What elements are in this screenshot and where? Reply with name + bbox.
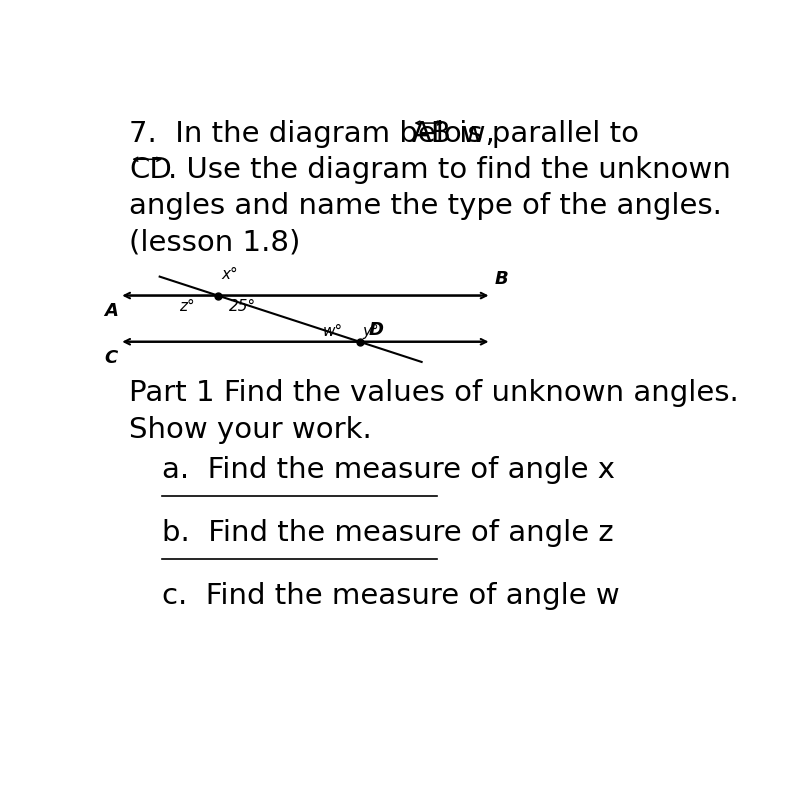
Text: 25°: 25°: [229, 299, 256, 314]
Text: a.  Find the measure of angle x: a. Find the measure of angle x: [162, 456, 615, 484]
Text: angles and name the type of the angles.: angles and name the type of the angles.: [130, 192, 722, 220]
Text: b.  Find the measure of angle z: b. Find the measure of angle z: [162, 519, 614, 547]
Text: y°: y°: [362, 324, 379, 339]
Text: CD: CD: [130, 156, 172, 184]
Text: Part 1 Find the values of unknown angles.: Part 1 Find the values of unknown angles…: [130, 380, 739, 408]
Text: x°: x°: [221, 267, 238, 282]
Text: is parallel to: is parallel to: [450, 120, 639, 148]
Text: AB: AB: [411, 120, 451, 148]
Text: C: C: [105, 348, 118, 367]
Text: z°: z°: [179, 299, 194, 314]
Text: (lesson 1.8): (lesson 1.8): [130, 228, 301, 256]
Text: c.  Find the measure of angle w: c. Find the measure of angle w: [162, 582, 620, 610]
Text: A: A: [104, 303, 118, 320]
Text: . Use the diagram to find the unknown: . Use the diagram to find the unknown: [168, 156, 731, 184]
Text: D: D: [369, 320, 384, 339]
Text: 7.  In the diagram below,: 7. In the diagram below,: [130, 120, 505, 148]
Text: Show your work.: Show your work.: [130, 416, 372, 444]
Text: w°: w°: [322, 324, 342, 339]
Text: B: B: [494, 270, 508, 288]
